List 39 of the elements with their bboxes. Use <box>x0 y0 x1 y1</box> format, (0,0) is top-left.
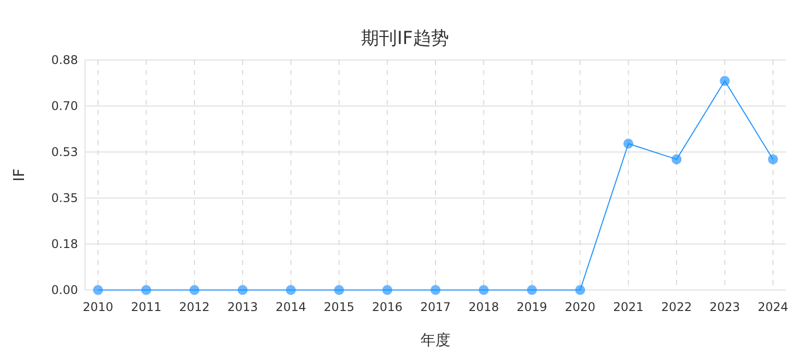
x-tick-label: 2023 <box>710 300 740 314</box>
point <box>430 285 440 295</box>
point <box>189 285 200 295</box>
x-tick-label: 2015 <box>324 300 354 314</box>
y-tick-label: 0.53 <box>51 145 78 159</box>
point <box>720 76 730 86</box>
x-tick-label: 2016 <box>372 300 403 314</box>
x-tick-label: 2018 <box>468 300 499 314</box>
point <box>672 154 682 164</box>
y-tick-label: 0.35 <box>51 191 78 205</box>
y-tick-label: 0.70 <box>51 99 78 113</box>
point <box>93 285 103 295</box>
x-tick-label: 2024 <box>758 300 788 314</box>
x-tick-label: 2022 <box>661 300 692 314</box>
y-axis-title: IF <box>10 168 28 182</box>
point <box>526 285 537 295</box>
x-tick-label: 2013 <box>227 300 258 314</box>
point <box>141 285 152 295</box>
point <box>575 285 586 295</box>
x-tick-label: 2014 <box>276 300 306 314</box>
point <box>768 154 778 164</box>
x-tick-label: 2011 <box>130 300 162 314</box>
point <box>382 285 392 295</box>
point <box>478 285 489 295</box>
point <box>623 138 634 149</box>
x-tick-label: 2019 <box>516 300 548 314</box>
x-tick-label: 2010 <box>82 300 114 314</box>
x-tick-label: 2020 <box>564 300 596 314</box>
chart-title: 期刊IF趋势 <box>361 28 449 49</box>
x-tick-label: 2012 <box>179 300 210 314</box>
point <box>286 285 296 295</box>
x-tick-label: 2021 <box>613 300 644 314</box>
y-tick-label: 0.88 <box>51 53 78 67</box>
x-axis-title: 年度 <box>420 331 450 349</box>
point <box>334 285 344 295</box>
y-tick-label: 0.00 <box>51 283 78 297</box>
y-tick-label: 0.18 <box>51 237 78 251</box>
x-tick-label: 2017 <box>420 300 451 314</box>
point <box>238 285 248 295</box>
